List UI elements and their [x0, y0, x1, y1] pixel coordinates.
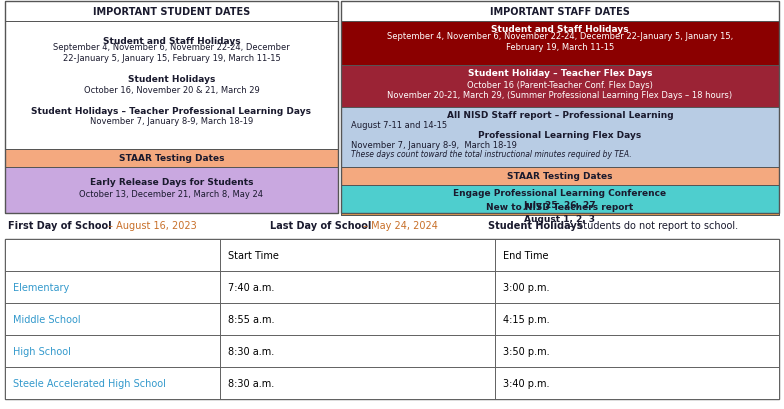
Bar	[5, 367, 220, 399]
Bar	[495, 239, 779, 271]
Bar	[341, 2, 779, 213]
Bar	[341, 66, 779, 108]
Bar	[220, 367, 495, 399]
Text: Last Day of School: Last Day of School	[270, 220, 372, 230]
Bar	[495, 335, 779, 367]
Text: First Day of School: First Day of School	[8, 220, 111, 230]
Text: 8:30 a.m.: 8:30 a.m.	[228, 378, 274, 388]
Text: Steele Accelerated High School: Steele Accelerated High School	[13, 378, 166, 388]
Text: 3:00 p.m.: 3:00 p.m.	[503, 282, 550, 292]
Text: Student Holiday – Teacher Flex Days: Student Holiday – Teacher Flex Days	[468, 70, 652, 78]
Text: High School: High School	[13, 346, 71, 356]
Text: IMPORTANT STAFF DATES: IMPORTANT STAFF DATES	[490, 7, 630, 17]
Text: Professional Learning Flex Days: Professional Learning Flex Days	[478, 130, 641, 139]
Text: Student and Staff Holidays: Student and Staff Holidays	[103, 37, 241, 46]
Bar	[5, 150, 338, 168]
Bar	[220, 303, 495, 335]
Text: Early Release Days for Students: Early Release Days for Students	[89, 178, 253, 187]
Text: End Time: End Time	[503, 250, 549, 261]
Text: Student Holidays: Student Holidays	[128, 75, 215, 84]
Text: – Students do not report to school.: – Students do not report to school.	[566, 220, 738, 230]
Text: August 1, 2, 3: August 1, 2, 3	[524, 215, 596, 224]
Text: November 7, January 8-9, March 18-19: November 7, January 8-9, March 18-19	[90, 117, 253, 126]
Bar	[5, 2, 338, 213]
Text: – August 16, 2023: – August 16, 2023	[105, 220, 197, 230]
Text: All NISD Staff report – Professional Learning: All NISD Staff report – Professional Lea…	[447, 110, 673, 119]
Bar	[341, 213, 779, 216]
Text: – May 24, 2024: – May 24, 2024	[360, 220, 438, 230]
Text: 3:40 p.m.: 3:40 p.m.	[503, 378, 550, 388]
Bar	[5, 168, 338, 213]
Bar	[220, 271, 495, 303]
Text: 7:40 a.m.: 7:40 a.m.	[228, 282, 274, 292]
Bar	[5, 239, 220, 271]
Bar	[341, 2, 779, 22]
Text: Student Holidays – Teacher Professional Learning Days: Student Holidays – Teacher Professional …	[31, 107, 311, 116]
Text: September 4, November 6, November 22-24, December 22-January 5, January 15,
Febr: September 4, November 6, November 22-24,…	[387, 32, 733, 52]
Text: 8:30 a.m.: 8:30 a.m.	[228, 346, 274, 356]
Bar	[220, 239, 495, 271]
Text: New to NISD Teachers report: New to NISD Teachers report	[486, 203, 633, 212]
Text: 8:55 a.m.: 8:55 a.m.	[228, 314, 274, 324]
Bar	[341, 186, 779, 216]
Bar	[341, 22, 779, 66]
Bar	[341, 213, 779, 216]
Text: October 16, November 20 & 21, March 29: October 16, November 20 & 21, March 29	[84, 85, 260, 94]
Bar	[495, 303, 779, 335]
Bar	[341, 108, 779, 168]
Text: Engage Professional Learning Conference: Engage Professional Learning Conference	[453, 189, 666, 198]
Text: November 20-21, March 29, (Summer Professional Learning Flex Days – 18 hours): November 20-21, March 29, (Summer Profes…	[387, 90, 732, 99]
Bar	[5, 271, 220, 303]
Text: August 7-11 and 14-15: August 7-11 and 14-15	[351, 120, 447, 129]
Text: October 16 (Parent-Teacher Conf. Flex Days): October 16 (Parent-Teacher Conf. Flex Da…	[467, 80, 653, 89]
Text: IMPORTANT STUDENT DATES: IMPORTANT STUDENT DATES	[93, 7, 250, 17]
Text: October 13, December 21, March 8, May 24: October 13, December 21, March 8, May 24	[79, 190, 263, 199]
Bar	[5, 239, 779, 399]
Text: STAAR Testing Dates: STAAR Testing Dates	[118, 154, 224, 163]
Text: Middle School: Middle School	[13, 314, 81, 324]
Text: These days count toward the total instructional minutes required by TEA.: These days count toward the total instru…	[351, 150, 632, 159]
Text: Start Time: Start Time	[228, 250, 279, 261]
Text: STAAR Testing Dates: STAAR Testing Dates	[507, 172, 613, 181]
Bar	[495, 271, 779, 303]
Text: July 25, 26, 27: July 25, 26, 27	[524, 201, 597, 210]
Bar	[341, 168, 779, 186]
Text: Student and Staff Holidays: Student and Staff Holidays	[492, 25, 629, 34]
Bar	[5, 22, 338, 150]
Bar	[5, 303, 220, 335]
Bar	[495, 367, 779, 399]
Bar	[220, 335, 495, 367]
Text: 4:15 p.m.: 4:15 p.m.	[503, 314, 550, 324]
Text: November 7, January 8-9,  March 18-19: November 7, January 8-9, March 18-19	[351, 140, 517, 149]
Bar	[5, 2, 338, 22]
Bar	[5, 335, 220, 367]
Text: Elementary: Elementary	[13, 282, 69, 292]
Text: Student Holidays: Student Holidays	[488, 220, 583, 230]
Text: 3:50 p.m.: 3:50 p.m.	[503, 346, 550, 356]
Text: September 4, November 6, November 22-24, December
22-January 5, January 15, Febr: September 4, November 6, November 22-24,…	[53, 43, 290, 63]
